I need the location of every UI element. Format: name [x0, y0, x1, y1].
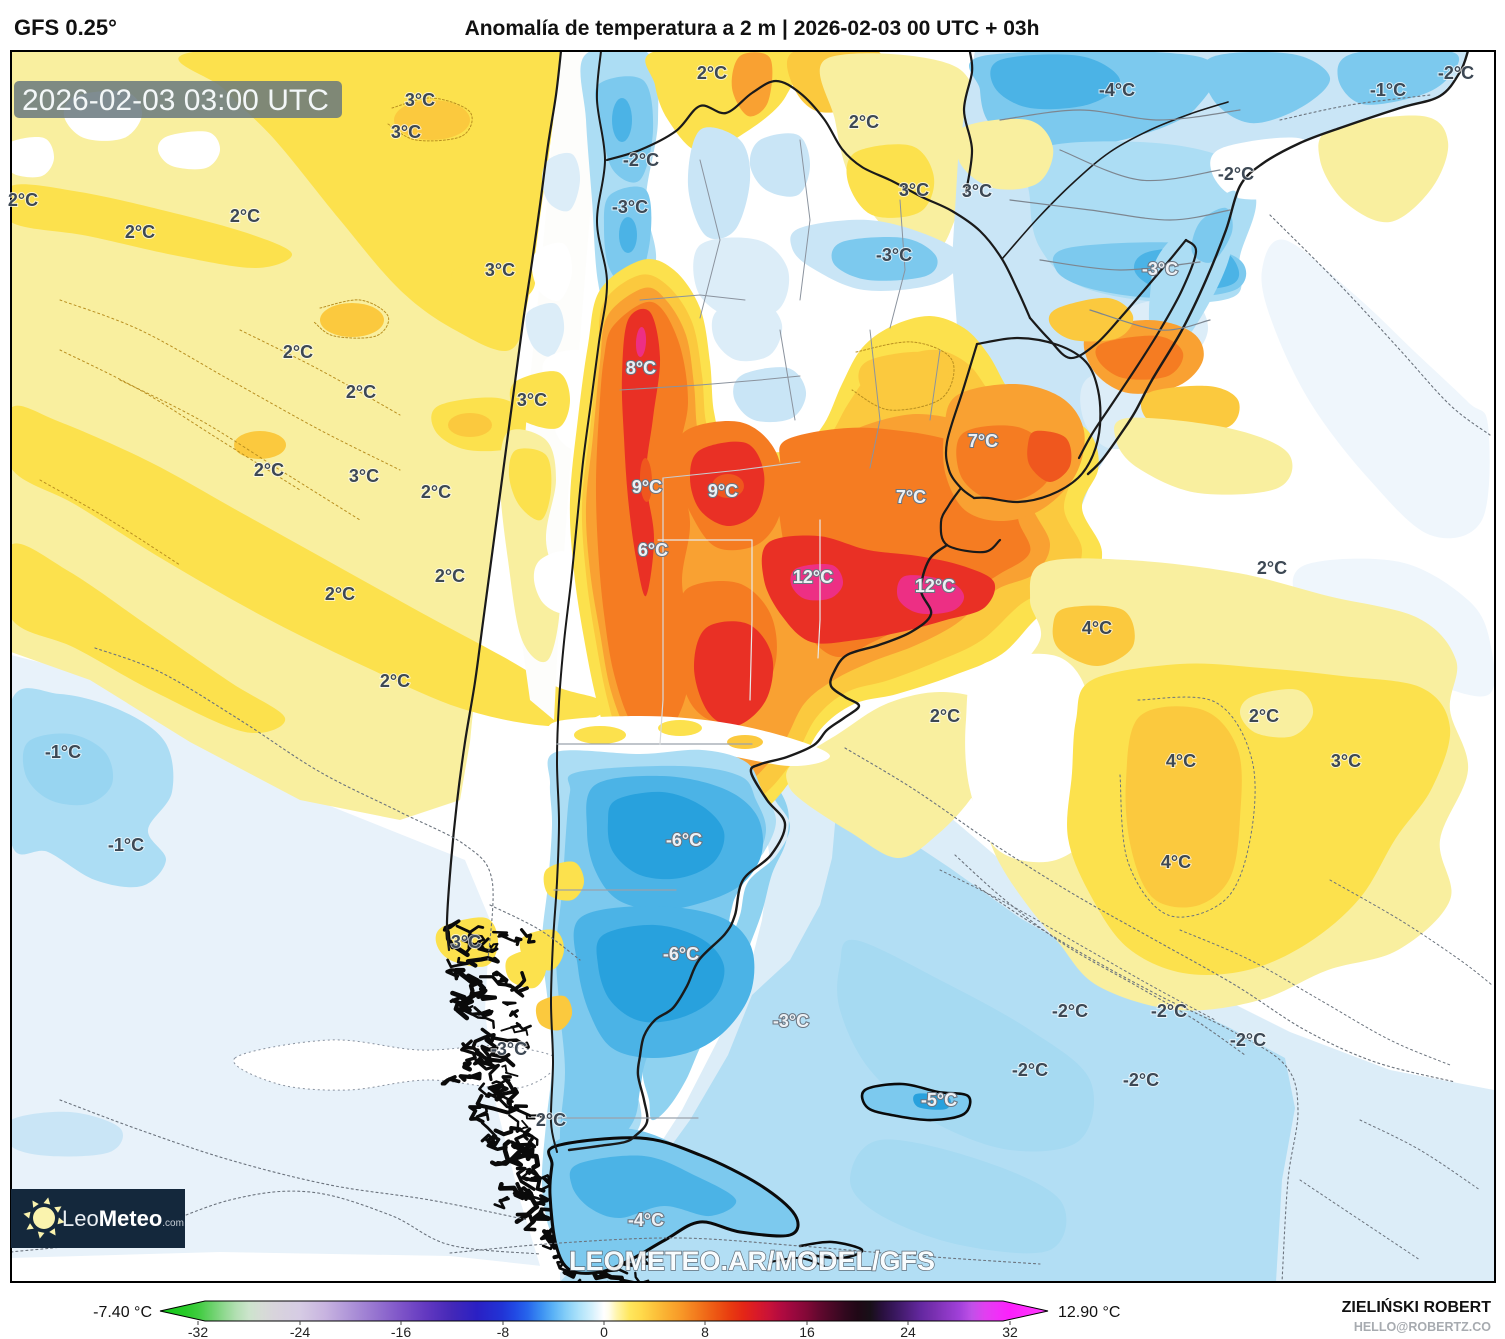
svg-text:-3°C: -3°C	[876, 245, 912, 265]
svg-text:4°C: 4°C	[1166, 751, 1196, 771]
svg-text:LEOMETEO.AR/MODEL/GFS: LEOMETEO.AR/MODEL/GFS	[569, 1246, 935, 1276]
svg-text:Anomalía de temperatura a 2 m: Anomalía de temperatura a 2 m | 2026-02-…	[465, 17, 1040, 40]
svg-text:2°C: 2°C	[230, 206, 260, 226]
svg-text:GFS 0.25°: GFS 0.25°	[14, 15, 117, 40]
svg-text:-6°C: -6°C	[663, 944, 699, 964]
svg-text:3°C: 3°C	[391, 122, 421, 142]
svg-text:4°C: 4°C	[1082, 618, 1112, 638]
svg-text:-3°C: -3°C	[612, 197, 648, 217]
svg-text:2°C: 2°C	[421, 482, 451, 502]
svg-text:-6°C: -6°C	[666, 830, 702, 850]
svg-text:LeoMeteo.com: LeoMeteo.com	[62, 1206, 184, 1231]
svg-text:ZIELIŃSKI ROBERT: ZIELIŃSKI ROBERT	[1342, 1297, 1492, 1316]
svg-text:-2°C: -2°C	[1123, 1070, 1159, 1090]
svg-text:2°C: 2°C	[1257, 558, 1287, 578]
svg-text:2°C: 2°C	[536, 1110, 566, 1130]
svg-text:-2°C: -2°C	[1230, 1030, 1266, 1050]
svg-text:-2°C: -2°C	[623, 150, 659, 170]
svg-text:24: 24	[900, 1324, 916, 1339]
svg-text:0: 0	[600, 1324, 608, 1339]
svg-text:-1°C: -1°C	[45, 742, 81, 762]
svg-text:HELLO@ROBERTZ.CO: HELLO@ROBERTZ.CO	[1354, 1320, 1491, 1334]
svg-text:2°C: 2°C	[930, 706, 960, 726]
svg-text:-16: -16	[391, 1324, 411, 1339]
svg-text:-5°C: -5°C	[921, 1090, 957, 1110]
svg-text:3°C: 3°C	[962, 181, 992, 201]
svg-text:9°C: 9°C	[632, 477, 662, 497]
svg-text:-3°C: -3°C	[1142, 259, 1178, 279]
svg-text:-8: -8	[497, 1324, 510, 1339]
svg-text:-24: -24	[290, 1324, 310, 1339]
svg-text:-2°C: -2°C	[1052, 1001, 1088, 1021]
svg-text:2°C: 2°C	[254, 460, 284, 480]
svg-text:3°C: 3°C	[349, 466, 379, 486]
svg-text:8: 8	[701, 1324, 709, 1339]
svg-text:-2°C: -2°C	[1218, 164, 1254, 184]
svg-text:9°C: 9°C	[708, 481, 738, 501]
svg-text:-2°C: -2°C	[1012, 1060, 1048, 1080]
svg-text:-2°C: -2°C	[1151, 1001, 1187, 1021]
svg-text:32: 32	[1002, 1324, 1018, 1339]
svg-text:2026-02-03 03:00 UTC: 2026-02-03 03:00 UTC	[22, 84, 329, 117]
svg-text:2°C: 2°C	[283, 342, 313, 362]
svg-text:7°C: 7°C	[968, 431, 998, 451]
svg-text:4°C: 4°C	[1161, 852, 1191, 872]
svg-text:3°C: 3°C	[1331, 751, 1361, 771]
svg-text:12°C: 12°C	[793, 567, 833, 587]
svg-text:-2°C: -2°C	[1438, 63, 1474, 83]
svg-text:2°C: 2°C	[435, 566, 465, 586]
svg-text:2°C: 2°C	[380, 671, 410, 691]
svg-text:-1°C: -1°C	[108, 835, 144, 855]
svg-text:12°C: 12°C	[915, 576, 955, 596]
svg-text:-7.40 °C: -7.40 °C	[93, 1304, 152, 1321]
svg-text:2°C: 2°C	[325, 584, 355, 604]
svg-text:-32: -32	[188, 1324, 208, 1339]
svg-text:-4°C: -4°C	[1099, 80, 1135, 100]
svg-text:-3°C: -3°C	[491, 1039, 527, 1059]
svg-text:3°C: 3°C	[517, 390, 547, 410]
svg-text:2°C: 2°C	[1249, 706, 1279, 726]
svg-text:-4°C: -4°C	[628, 1210, 664, 1230]
svg-text:2°C: 2°C	[346, 382, 376, 402]
svg-text:3°C: 3°C	[899, 180, 929, 200]
svg-text:2°C: 2°C	[849, 112, 879, 132]
svg-text:7°C: 7°C	[896, 487, 926, 507]
svg-text:3°C: 3°C	[451, 932, 481, 952]
svg-text:-1°C: -1°C	[1370, 80, 1406, 100]
svg-text:8°C: 8°C	[626, 358, 656, 378]
svg-text:-3°C: -3°C	[773, 1011, 809, 1031]
svg-text:2°C: 2°C	[697, 63, 727, 83]
svg-text:16: 16	[799, 1324, 815, 1339]
svg-text:3°C: 3°C	[405, 90, 435, 110]
svg-text:6°C: 6°C	[638, 540, 668, 560]
svg-text:2°C: 2°C	[125, 222, 155, 242]
svg-text:3°C: 3°C	[485, 260, 515, 280]
svg-text:2°C: 2°C	[8, 190, 38, 210]
svg-text:12.90 °C: 12.90 °C	[1058, 1304, 1120, 1321]
